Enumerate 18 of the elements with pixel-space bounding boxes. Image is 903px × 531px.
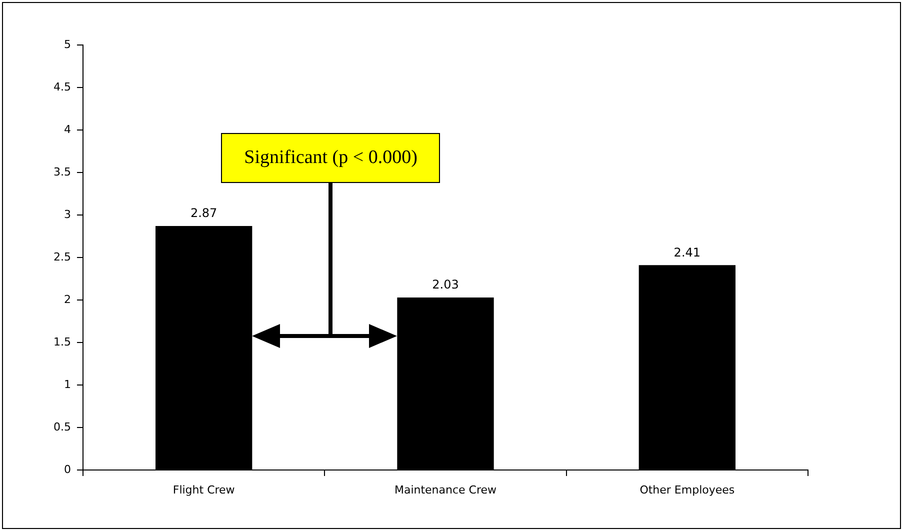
- y-tick-label: 0: [64, 462, 71, 476]
- y-tick-label: 1: [64, 378, 71, 391]
- y-tick-label: 2: [64, 292, 71, 306]
- y-tick-label: 2.5: [54, 250, 71, 264]
- y-tick-label: 4: [64, 122, 71, 136]
- y-tick-label: 3.5: [54, 165, 71, 178]
- y-tick-label: 1.5: [54, 335, 71, 348]
- y-tick-label: 5: [64, 38, 71, 51]
- y-tick-label: 4.5: [54, 80, 71, 94]
- x-tick-label: Maintenance Crew: [394, 483, 497, 496]
- callout-box: Significant (p < 0.000): [221, 132, 440, 184]
- y-tick-label: 0.5: [54, 420, 71, 434]
- data-label: 2.03: [432, 278, 459, 292]
- x-tick-label: Flight Crew: [172, 483, 235, 496]
- x-tick-label: Other Employees: [640, 483, 735, 496]
- data-label: 2.41: [674, 245, 701, 260]
- y-tick-label: 3: [64, 208, 71, 221]
- data-label: 2.87: [190, 206, 218, 220]
